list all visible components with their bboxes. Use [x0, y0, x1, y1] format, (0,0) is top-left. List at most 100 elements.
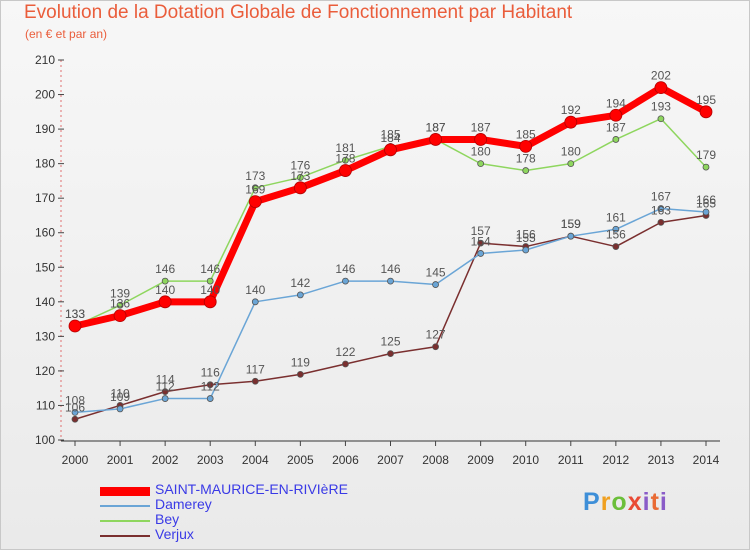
data-point — [296, 370, 304, 378]
chart-series — [68, 81, 713, 423]
data-label: 109 — [110, 390, 130, 404]
data-label: 163 — [651, 203, 671, 217]
data-label: 176 — [290, 158, 310, 172]
data-label: 119 — [291, 355, 310, 369]
data-label: 181 — [335, 141, 355, 155]
data-label: 169 — [245, 183, 265, 197]
data-point — [116, 301, 124, 309]
data-label: 195 — [696, 93, 716, 107]
data-label: 167 — [651, 190, 671, 204]
data-point — [654, 81, 668, 95]
y-tick-label: 110 — [36, 398, 55, 412]
data-point — [251, 184, 259, 192]
x-tick-label: 2008 — [422, 453, 449, 467]
legend-swatch — [100, 486, 150, 496]
data-point — [612, 136, 620, 143]
data-point — [474, 133, 488, 146]
data-label: 133 — [65, 307, 85, 321]
data-point — [702, 163, 710, 171]
data-label: 194 — [606, 96, 626, 110]
data-point — [203, 295, 217, 309]
data-label: 187 — [426, 120, 446, 134]
data-label: 192 — [561, 103, 581, 117]
data-point — [113, 309, 127, 323]
data-label: 117 — [246, 362, 265, 376]
data-point — [657, 115, 665, 123]
data-label: 185 — [380, 127, 400, 141]
y-tick-label: 160 — [35, 226, 55, 240]
data-point — [161, 388, 169, 396]
data-label: 116 — [201, 366, 220, 380]
data-label: 156 — [606, 228, 626, 242]
data-point — [519, 139, 533, 153]
legend-swatch — [100, 520, 150, 522]
x-tick-label: 2004 — [242, 453, 269, 467]
x-tick-label: 2007 — [377, 453, 404, 467]
chart-subtitle: (en € et par an) — [25, 27, 108, 41]
data-label: 185 — [516, 127, 536, 141]
data-label: 159 — [561, 217, 581, 231]
data-point — [116, 405, 124, 413]
data-label: 187 — [471, 120, 491, 134]
data-label: 157 — [471, 224, 491, 238]
data-point — [564, 115, 578, 129]
y-tick-label: 150 — [35, 260, 55, 274]
x-tick-label: 2006 — [332, 453, 359, 467]
legend-label: Damerey — [155, 496, 212, 512]
legend-label: SAINT-MAURICE-EN-RIVIèRE — [155, 481, 348, 497]
data-point — [342, 156, 349, 164]
data-point — [432, 343, 439, 351]
y-tick-label: 100 — [35, 433, 55, 447]
data-point — [702, 208, 710, 216]
data-label: 180 — [561, 145, 581, 159]
data-label: 161 — [606, 210, 626, 224]
data-point — [342, 360, 349, 368]
x-tick-label: 2000 — [62, 453, 89, 467]
data-label: 165 — [696, 196, 716, 210]
data-point — [522, 246, 530, 254]
data-point — [657, 218, 665, 226]
data-label: 180 — [471, 145, 491, 159]
data-point — [567, 160, 575, 168]
y-tick-label: 130 — [35, 329, 55, 343]
data-label: 133 — [65, 307, 85, 321]
legend-label: Verjux — [155, 526, 194, 542]
data-point — [522, 167, 530, 174]
logo-letter: t — [650, 488, 660, 516]
data-point — [339, 164, 352, 177]
data-label: 166 — [696, 193, 716, 207]
x-tick-label: 2003 — [197, 453, 224, 467]
data-point — [251, 298, 259, 306]
data-label: 156 — [516, 228, 536, 242]
data-point — [567, 232, 575, 240]
x-tick-label: 2011 — [558, 453, 584, 467]
data-point — [293, 181, 307, 195]
x-tick-label: 2013 — [648, 453, 675, 467]
legend-swatch — [100, 505, 150, 507]
x-tick-label: 2005 — [287, 453, 314, 467]
data-label: 187 — [426, 120, 446, 134]
data-label: 173 — [245, 169, 265, 183]
data-point — [206, 381, 214, 389]
data-label: 112 — [201, 380, 220, 394]
data-point — [206, 395, 214, 402]
legend-label: Bey — [155, 511, 180, 527]
data-label: 154 — [471, 234, 491, 248]
data-point — [612, 225, 620, 233]
data-label: 136 — [110, 297, 130, 311]
data-label: 146 — [380, 262, 400, 276]
y-tick-label: 210 — [35, 53, 55, 67]
data-label: 127 — [426, 328, 446, 342]
data-label: 202 — [651, 69, 671, 83]
data-label: 193 — [651, 100, 671, 114]
data-label: 140 — [155, 283, 175, 297]
data-label: 146 — [155, 262, 175, 276]
logo-letter: i — [659, 488, 668, 516]
data-label: 159 — [561, 217, 581, 231]
data-label: 142 — [290, 276, 310, 290]
y-tick-label: 120 — [35, 364, 55, 378]
data-label: 178 — [335, 152, 355, 166]
x-tick-label: 2002 — [152, 453, 179, 467]
data-label: 178 — [516, 152, 536, 166]
